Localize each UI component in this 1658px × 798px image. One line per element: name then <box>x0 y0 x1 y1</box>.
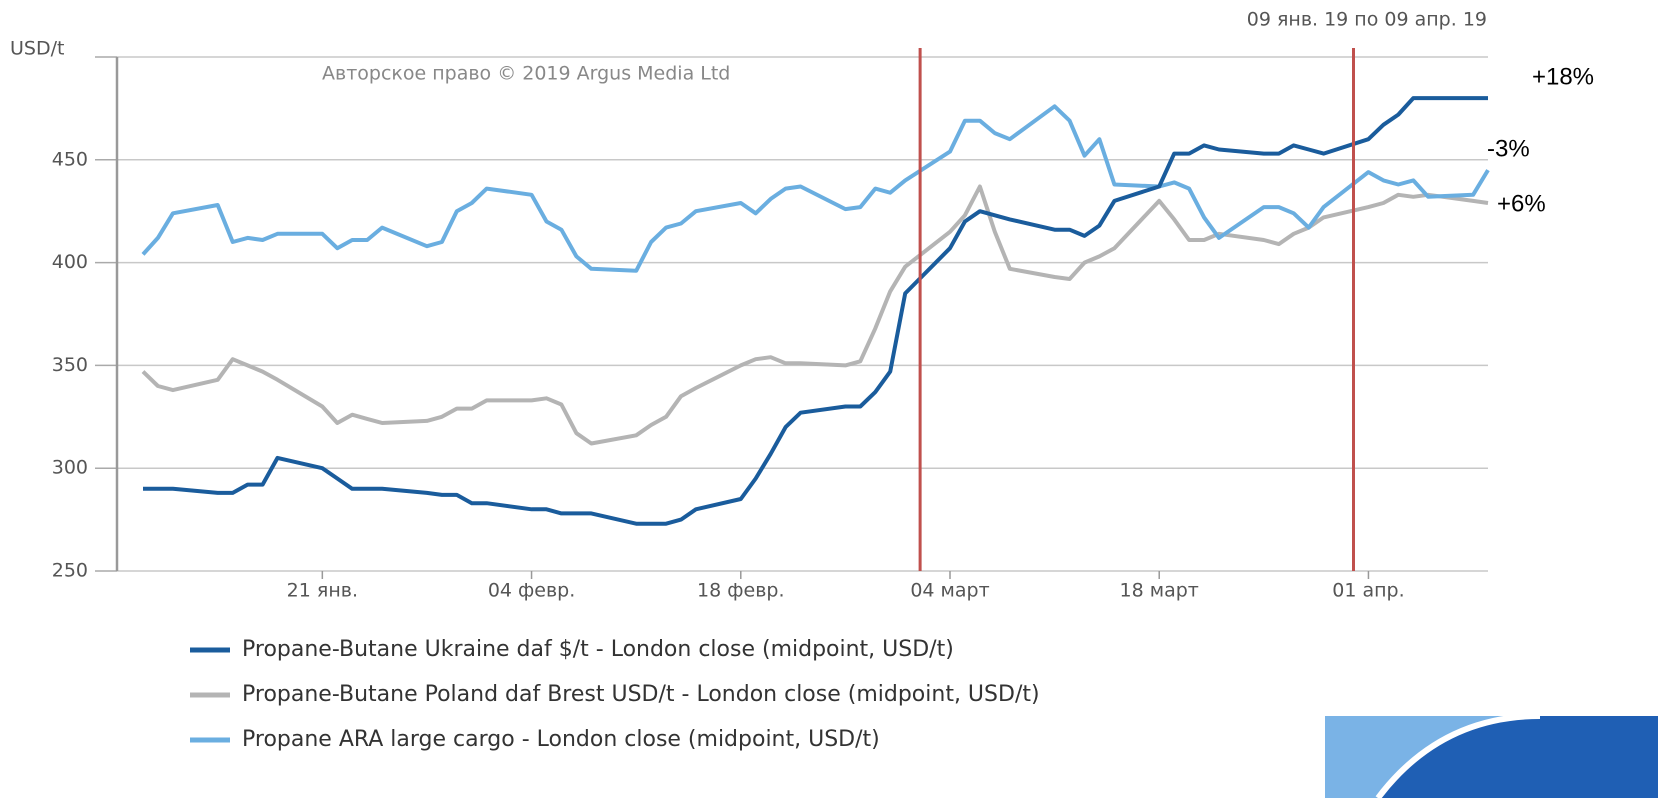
copyright: Авторское право © 2019 Argus Media Ltd <box>322 63 730 85</box>
y-tick-label: 400 <box>52 251 88 273</box>
annotation: -3% <box>1487 135 1530 162</box>
y-tick-label: 350 <box>52 354 88 376</box>
y-tick-label: USD/t <box>10 38 64 60</box>
legend-label: Propane-Butane Poland daf Brest USD/t - … <box>242 682 1040 707</box>
x-tick-label: 18 март <box>1120 580 1199 602</box>
decoration <box>1375 713 1541 798</box>
x-tick-label: 01 апр. <box>1332 580 1404 602</box>
annotation: +6% <box>1497 190 1546 217</box>
x-tick-label: 21 янв. <box>287 580 358 602</box>
legend-label: Propane-Butane Ukraine daf $/t - London … <box>242 637 954 662</box>
series-line <box>141 104 1490 273</box>
y-tick-label: 450 <box>52 148 88 170</box>
y-tick-label: 300 <box>52 457 88 479</box>
series-line <box>141 184 1489 446</box>
series-line <box>143 96 1488 526</box>
x-tick-label: 04 март <box>910 580 989 602</box>
x-tick-label: 18 февр. <box>697 580 784 602</box>
legend-label: Propane ARA large cargo - London close (… <box>242 727 880 752</box>
subtitle: 09 янв. 19 по 09 апр. 19 <box>1247 9 1487 31</box>
x-tick-label: 04 февр. <box>488 580 575 602</box>
y-tick-label: 250 <box>52 560 88 582</box>
decoration <box>1378 716 1658 798</box>
annotation: +18% <box>1532 63 1594 90</box>
